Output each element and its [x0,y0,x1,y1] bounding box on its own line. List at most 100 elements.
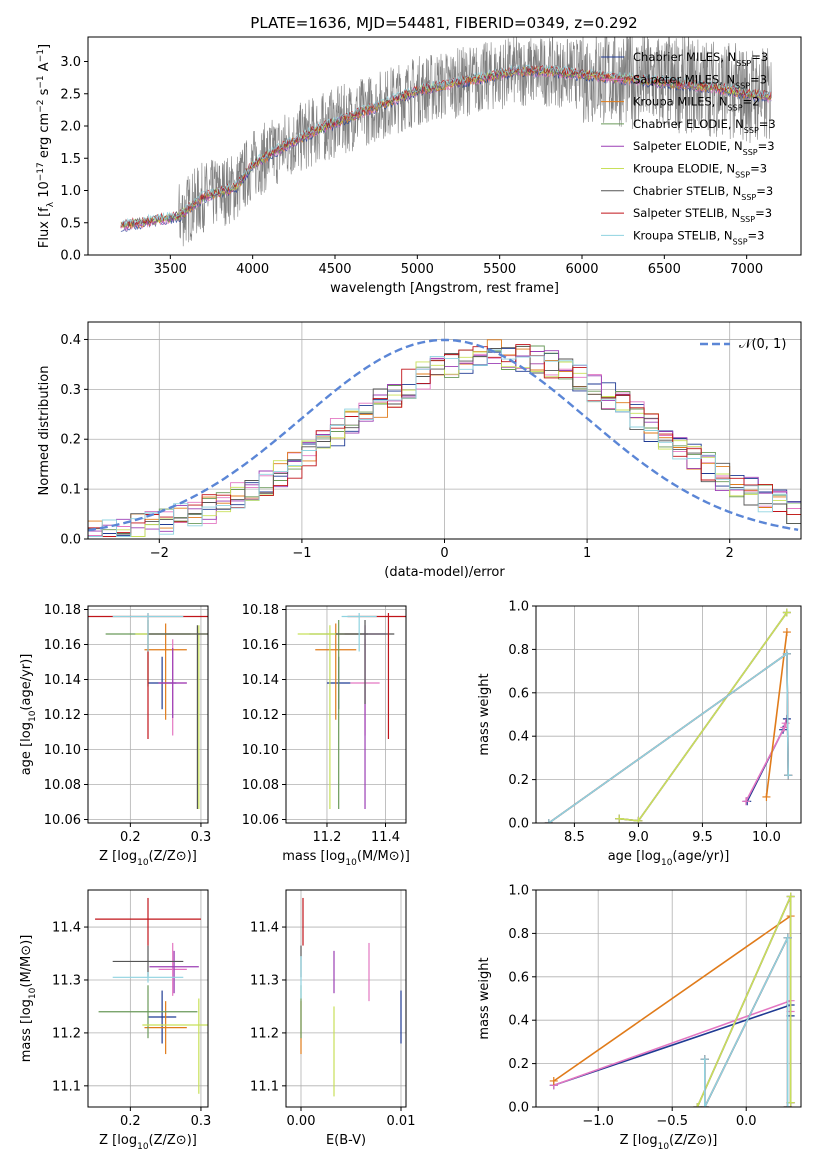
y-axis-label: age [log10(age/yr)] [19,654,38,776]
x-tick-label: 0.2 [120,1114,141,1129]
legend-text: Salpeter ELODIE, N [633,139,743,153]
x-axis-label: wavelength [Angstrom, rest frame] [330,281,559,296]
y-tick-label: 10.12 [44,708,81,723]
marker [615,814,624,823]
x-tick-label: 2 [726,546,734,561]
legend-label: Salpeter STELIB, NSSP=3 [633,206,772,224]
marker [549,1076,558,1085]
label-part: (Z/Z⊙)] [149,1133,197,1148]
errorbar-kroupa-miles [315,623,357,720]
x-tick-label: 3500 [154,262,187,277]
y-tick-label: 0.2 [508,1057,529,1072]
x-tick-label: 0.0 [736,1114,757,1129]
label-part: (M/M⊙)] [19,935,34,988]
legend-sub: SSP [740,215,755,224]
marker [544,819,553,823]
label-part: (M/M⊙)] [357,849,410,864]
y-tick-label: 11.2 [250,1026,279,1041]
weights-salpeter-elodie [619,612,788,822]
legend-tail: =3 [751,50,768,64]
x-axis-label: mass [log10(M/M⊙)] [282,849,410,868]
label-part: (data-model)/error [384,565,505,580]
marker [782,608,791,617]
legend-tail: =3 [748,228,765,242]
legend-tail: =3 [750,72,767,86]
label-part: E(B-V) [326,1133,366,1148]
errorbar-chabrier-miles [148,990,177,1044]
errorbar-salpeter-elodie [158,648,187,718]
x-tick-label: 0.2 [120,830,141,845]
label-part: erg cm [37,113,52,162]
plot-area [88,613,208,809]
plot-area [297,613,406,809]
axes-frame [535,605,802,824]
legend-label: Salpeter ELODIE, NSSP=3 [633,139,775,157]
y-tick-label: 10.14 [44,673,81,688]
x-tick-label: 0.3 [191,830,212,845]
y-tick-label: 10.18 [242,603,279,618]
y-tick-label: 0.4 [508,730,529,745]
legend-label: Salpeter MILES, NSSP=3 [633,72,767,90]
legend-tail: =3 [756,184,773,198]
y-tick-label: 10.06 [44,813,81,828]
legend-tail: =2 [743,95,760,109]
gridlines [286,890,406,1107]
gridlines [536,889,801,1108]
label-part: Z [ [99,1133,117,1148]
plot-area [549,892,795,1107]
legend-label: Kroupa STELIB, NSSP=3 [633,228,764,246]
plot-area [95,897,208,1094]
data-spectrum [120,37,772,247]
x-tick-label: 11.4 [371,830,400,845]
marker [700,1055,709,1064]
label-part: λ [46,201,56,207]
panel-mass-vs-Z: 0.2 0.311.111.211.311.4Z [log10(Z/Z⊙)]mas… [19,889,212,1152]
legend-sub: SSP [741,192,756,201]
label-part: log [19,999,34,1019]
y-tick-label: 10.10 [44,743,81,758]
label-part: mass [ [19,1019,34,1062]
y-axis-label: mass weight [477,673,492,755]
legend-text: Kroupa MILES, N [633,95,728,109]
label-part: s [37,88,52,99]
marker [782,628,791,637]
legend-sub: SSP [735,81,750,90]
legend-label: Kroupa ELODIE, NSSP=3 [633,162,767,180]
legend-text: Salpeter MILES, N [633,72,735,86]
y-tick-label: 0.6 [508,970,529,985]
marker [693,1103,702,1107]
axes-frame [87,36,802,256]
errorbar-kroupa-stelib [112,972,184,983]
y-tick-label: 10.12 [242,708,279,723]
x-tick-label: −0.5 [656,1114,688,1129]
weights-kroupa-elodie [619,612,788,822]
legend-text: Kroupa STELIB, N [633,228,733,242]
marker [700,1103,709,1107]
x-tick-label: −2 [150,546,169,561]
label-part: (Z/Z⊙)] [149,849,197,864]
x-tick-label: 6000 [565,262,598,277]
label-part: −17 [36,162,46,181]
x-tick-label: 5500 [483,262,516,277]
weights-kroupa-elodie [696,896,792,1107]
label-part: log [117,849,137,864]
weights-kroupa-miles [765,631,788,798]
label-part: log [19,722,34,742]
x-tick-label: 7000 [730,262,763,277]
y-tick-label: 11.3 [250,973,279,988]
label-sub: 10 [345,858,357,868]
legend-tail: =3 [758,139,775,153]
x-tick-label: 0.3 [191,1114,212,1129]
y-axis-label: Flux [fλ 10−17 erg cm−2 s−1 A−1] [36,44,56,248]
y-tick-label: 0.0 [508,817,529,832]
errorbar-chabrier-elodie [98,985,198,1039]
y-tick-label: 0.0 [508,1101,529,1116]
legend-sub: SSP [728,103,743,112]
y-tick-label: 0.5 [60,216,81,231]
errorbar-kroupa-miles [144,623,187,720]
x-tick-label: 1 [583,546,591,561]
label-part: −1 [36,49,46,62]
errorbar-salpeter-elodie [149,950,199,994]
model-kroupa-stelib [120,64,772,227]
